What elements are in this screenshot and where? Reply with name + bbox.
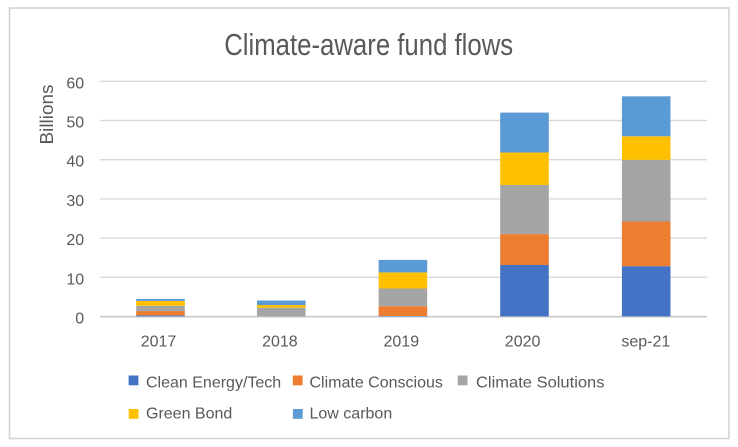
svg-text:2019: 2019: [384, 333, 420, 350]
svg-text:Climate-aware fund flows: Climate-aware fund flows: [224, 27, 513, 62]
svg-text:0: 0: [75, 311, 84, 328]
svg-text:Clean Energy/Tech: Clean Energy/Tech: [146, 375, 281, 392]
svg-text:Green Bond: Green Bond: [146, 406, 232, 423]
svg-text:50: 50: [66, 115, 84, 132]
svg-text:2020: 2020: [505, 333, 541, 350]
svg-text:20: 20: [66, 232, 84, 249]
svg-text:Low carbon: Low carbon: [310, 406, 393, 423]
svg-text:Climate Conscious: Climate Conscious: [310, 375, 443, 392]
svg-text:sep-21: sep-21: [621, 333, 670, 350]
svg-text:2017: 2017: [141, 333, 177, 350]
svg-text:40: 40: [66, 154, 84, 171]
svg-text:2018: 2018: [262, 333, 298, 350]
svg-text:60: 60: [66, 75, 84, 92]
svg-text:10: 10: [66, 271, 84, 288]
svg-text:30: 30: [66, 193, 84, 210]
svg-text:Climate Solutions: Climate Solutions: [476, 375, 605, 392]
svg-text:Billions: Billions: [37, 85, 57, 145]
